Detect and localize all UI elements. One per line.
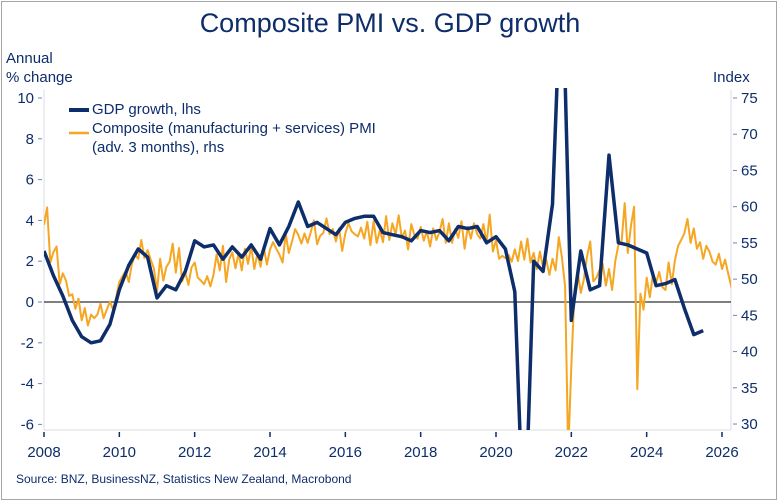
legend-item-pmi: Composite (manufacturing + services) PMI… xyxy=(68,119,376,157)
right-tick-label: 75 xyxy=(741,90,758,107)
right-tick-label: 70 xyxy=(741,126,758,143)
legend-swatch-gdp xyxy=(69,108,89,112)
right-tick-label: 60 xyxy=(741,199,758,216)
left-axis-title: Annual % change xyxy=(6,49,73,87)
legend-swatch-pmi xyxy=(69,131,89,135)
right-tick-label: 45 xyxy=(741,307,758,324)
left-tick-label: 10 xyxy=(17,90,34,107)
legend-label-gdp: GDP growth, lhs xyxy=(92,101,201,118)
left-tick-label: 4 xyxy=(26,212,34,229)
right-tick-label: 55 xyxy=(741,235,758,252)
legend-item-gdp: GDP growth, lhs xyxy=(68,100,376,119)
left-tick-label: 8 xyxy=(26,131,34,148)
right-axis-title: Index xyxy=(713,69,750,86)
right-tick-label: 65 xyxy=(741,162,758,179)
gdp-series-line xyxy=(44,88,704,430)
x-tick-label: 2026 xyxy=(705,444,738,461)
legend: GDP growth, lhs Composite (manufacturing… xyxy=(68,100,376,157)
right-tick-label: 30 xyxy=(741,416,758,433)
x-tick-label: 2012 xyxy=(178,444,211,461)
x-tick-label: 2010 xyxy=(103,444,136,461)
pmi-series-line xyxy=(44,202,731,430)
left-tick-label: -2 xyxy=(21,335,34,352)
right-tick-label: 35 xyxy=(741,380,758,397)
legend-label-pmi-line-2: (adv. 3 months), rhs xyxy=(92,139,225,156)
chart-title: Composite PMI vs. GDP growth xyxy=(199,8,581,38)
legend-label-pmi-line-1: Composite (manufacturing + services) PMI xyxy=(92,120,376,137)
x-tick-label: 2020 xyxy=(479,444,512,461)
left-tick-label: -6 xyxy=(21,416,34,433)
source-note: Source: BNZ, BusinessNZ, Statistics New … xyxy=(16,472,352,486)
left-tick-label: 6 xyxy=(26,172,34,189)
x-tick-label: 2016 xyxy=(329,444,362,461)
x-tick-label: 2022 xyxy=(555,444,588,461)
right-tick-label: 50 xyxy=(741,271,758,288)
x-tick-label: 2008 xyxy=(27,444,60,461)
left-tick-label: -4 xyxy=(21,376,34,393)
left-axis-title-line-1: Annual xyxy=(6,50,53,67)
x-tick-label: 2014 xyxy=(253,444,286,461)
right-tick-label: 40 xyxy=(741,344,758,361)
x-tick-label: 2024 xyxy=(630,444,663,461)
left-tick-label: 0 xyxy=(26,294,34,311)
x-tick-label: 2018 xyxy=(404,444,437,461)
left-axis-title-line-2: % change xyxy=(6,69,73,86)
left-tick-label: 2 xyxy=(26,253,34,270)
